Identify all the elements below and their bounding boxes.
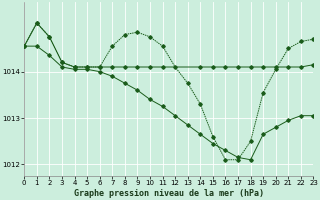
X-axis label: Graphe pression niveau de la mer (hPa): Graphe pression niveau de la mer (hPa) xyxy=(74,189,264,198)
